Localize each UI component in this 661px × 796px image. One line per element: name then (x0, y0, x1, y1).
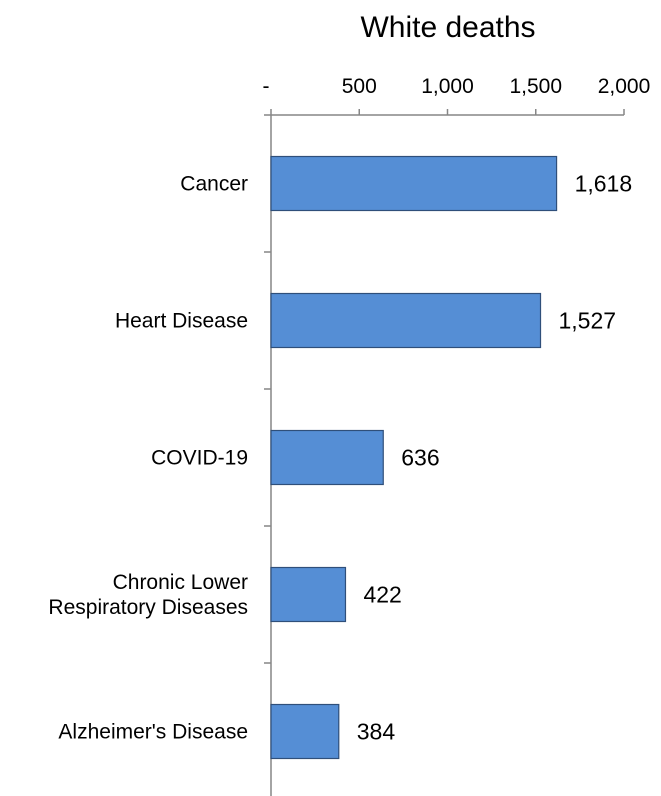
x-tick-label: - (263, 75, 270, 98)
category-label: Respiratory Diseases (48, 596, 248, 619)
data-label: 1,618 (575, 171, 633, 197)
bar (270, 155, 558, 212)
bars-layer (270, 155, 558, 760)
category-label: Cancer (180, 173, 248, 196)
axis-layer: - 500 1,000 1,500 2,000 (263, 75, 651, 796)
bar (270, 292, 542, 349)
labels-layer: 1,618 Cancer 1,527 Heart Disease 636 COVID-19… (48, 171, 632, 745)
x-tick-label: 2,000 (598, 75, 651, 98)
category-label: Heart Disease (115, 310, 248, 333)
category-label: COVID-19 (151, 447, 248, 470)
data-label: 384 (357, 719, 396, 745)
bar (270, 703, 340, 760)
data-label: 1,527 (559, 308, 617, 334)
data-label: 636 (401, 445, 439, 471)
x-tick-label: 1,500 (509, 75, 562, 98)
category-label: Chronic Lower (113, 571, 248, 594)
x-tick-label: 1,000 (421, 75, 474, 98)
x-tick-label: 500 (342, 75, 377, 98)
chart-title: White deaths (360, 11, 535, 44)
category-label: Alzheimer's Disease (58, 721, 248, 744)
bar (270, 566, 347, 623)
data-label: 422 (363, 582, 401, 608)
bar (270, 429, 384, 486)
